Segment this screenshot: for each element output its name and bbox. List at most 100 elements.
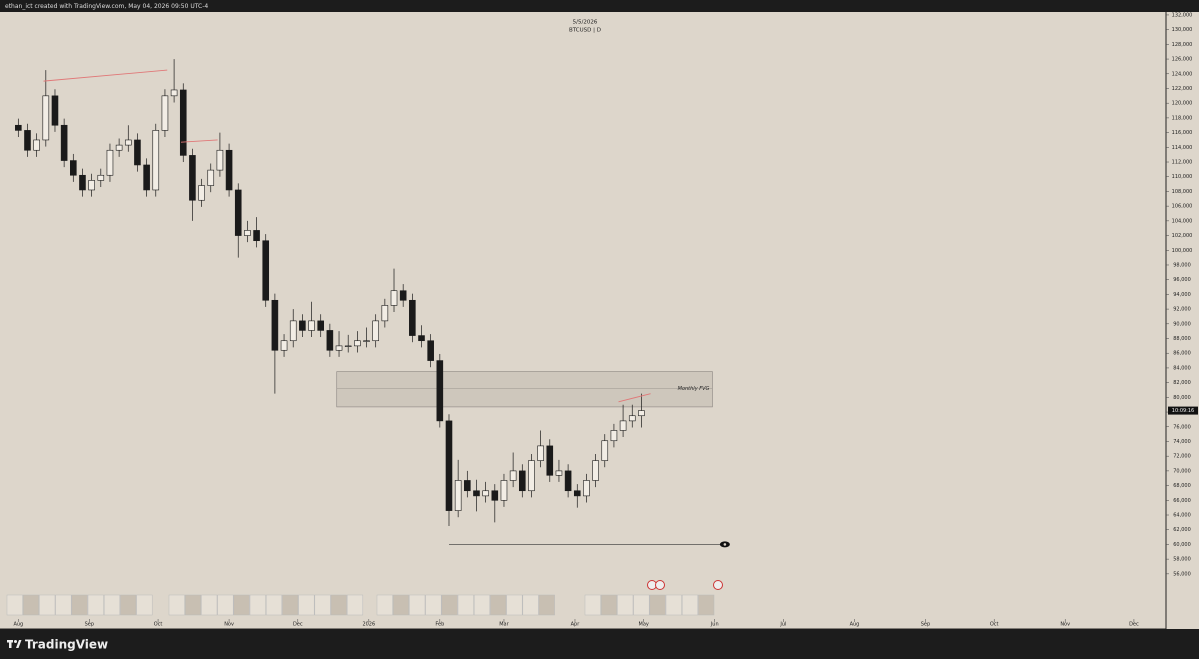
price-label-countdown: 10:09:16 xyxy=(1172,408,1194,414)
candle-body xyxy=(33,139,40,151)
event-icons xyxy=(647,580,723,590)
event-box xyxy=(330,594,347,616)
event-icon xyxy=(655,580,665,590)
event-box xyxy=(314,594,331,616)
x-tick-label: Feb xyxy=(435,622,444,628)
candle-body xyxy=(271,299,279,351)
candle-body xyxy=(335,345,343,351)
y-tick-label: 120,000 xyxy=(1172,101,1193,107)
y-tick-label: 106,000 xyxy=(1172,204,1193,210)
y-tick-label: 132,000 xyxy=(1172,12,1193,18)
candle-body xyxy=(344,345,352,347)
event-box xyxy=(633,594,650,616)
event-box xyxy=(681,594,699,616)
candle-body xyxy=(354,340,361,347)
candle-body xyxy=(564,470,572,492)
x-tick-label: May xyxy=(639,622,649,628)
fvg-label: Monthly FVG xyxy=(678,386,710,392)
candle-body xyxy=(555,470,563,476)
logo-part xyxy=(14,640,17,643)
event-box xyxy=(136,594,153,616)
y-tick-label: 58,000 xyxy=(1173,557,1191,563)
event-box xyxy=(233,594,250,616)
event-box xyxy=(538,594,555,616)
y-tick-label: 122,000 xyxy=(1172,86,1193,92)
candle-body xyxy=(289,320,297,342)
event-box xyxy=(87,594,104,616)
candle-body xyxy=(573,490,581,497)
candle-body xyxy=(399,290,407,301)
event-box xyxy=(168,594,185,616)
candle-body xyxy=(299,320,306,331)
candle-body xyxy=(115,144,123,151)
y-tick-label: 56,000 xyxy=(1173,571,1191,577)
event-box xyxy=(522,594,539,616)
candle-body xyxy=(88,180,95,191)
candle-body xyxy=(15,124,22,131)
event-box xyxy=(22,594,40,616)
event-box xyxy=(473,594,491,616)
logo-part xyxy=(16,640,22,648)
y-tick-label: 64,000 xyxy=(1173,513,1191,519)
event-box xyxy=(346,594,364,616)
footer-brand: TradingView xyxy=(25,638,108,652)
event-box xyxy=(6,594,23,616)
candle-body xyxy=(106,149,114,176)
y-tick-label: 82,000 xyxy=(1173,380,1191,386)
x-tick-label: 2026 xyxy=(362,622,375,628)
brand-logo xyxy=(7,640,22,648)
y-tick-label: 100,000 xyxy=(1172,248,1193,254)
chart-title: BTCUSD | D xyxy=(569,28,601,34)
x-tick-label: Oct xyxy=(154,622,163,628)
candle-body xyxy=(152,130,160,191)
y-tick-label: 76,000 xyxy=(1173,424,1191,430)
candle-body xyxy=(381,305,389,322)
candle-body xyxy=(326,330,334,351)
candle-body xyxy=(60,124,68,161)
y-tick-label: 96,000 xyxy=(1173,277,1191,283)
x-tick-label: Sep xyxy=(85,622,94,628)
event-icon xyxy=(713,580,723,590)
x-tick-label: Oct xyxy=(990,622,999,628)
candle-body xyxy=(509,470,517,481)
candle-body xyxy=(124,139,132,146)
candle-body xyxy=(97,174,105,181)
candle-body xyxy=(262,240,270,301)
y-tick-label: 128,000 xyxy=(1172,42,1193,48)
candle-body xyxy=(280,340,288,351)
candle-body xyxy=(216,149,224,171)
candle-body xyxy=(500,480,508,501)
y-tick-label: 124,000 xyxy=(1172,71,1193,77)
y-tick-label: 74,000 xyxy=(1173,439,1191,445)
header-bar xyxy=(0,0,1199,12)
candle-body xyxy=(234,189,242,236)
candle-body xyxy=(418,335,425,342)
x-tick-label: Jun xyxy=(710,622,719,628)
candle-body xyxy=(518,470,526,492)
candle-body xyxy=(619,420,627,431)
candle-body xyxy=(445,420,453,511)
y-tick-label: 126,000 xyxy=(1172,57,1193,63)
x-tick-label: Sep xyxy=(921,622,930,628)
candle-body xyxy=(51,95,59,126)
footer-bar xyxy=(0,629,1199,659)
y-tick-label: 104,000 xyxy=(1172,218,1193,224)
y-tick-label: 116,000 xyxy=(1172,130,1193,136)
y-tick-label: 118,000 xyxy=(1172,115,1193,121)
x-tick-label: Nov xyxy=(224,622,234,628)
x-tick-label: Dec xyxy=(1129,622,1139,628)
candle-body xyxy=(317,320,325,331)
x-tick-label: Dec xyxy=(293,622,303,628)
event-box xyxy=(39,594,56,616)
y-tick-label: 108,000 xyxy=(1172,189,1193,195)
candle-body xyxy=(79,174,86,191)
event-box xyxy=(120,594,137,616)
y-tick-label: 86,000 xyxy=(1173,351,1191,357)
trend-line xyxy=(618,393,651,403)
candle-body xyxy=(179,89,187,156)
event-box xyxy=(617,594,634,616)
event-box xyxy=(103,594,121,616)
candle-body xyxy=(143,164,150,191)
